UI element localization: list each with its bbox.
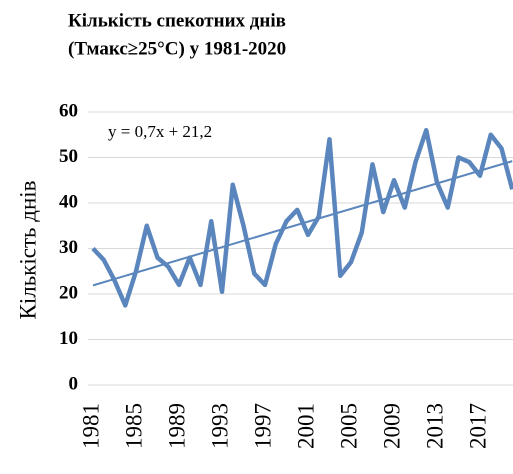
trend-label: y = 0,7x + 21,2: [108, 122, 212, 141]
x-tick-label: 2009: [379, 403, 404, 449]
chart-title: (Тмакс≥25°C) у 1981-2020: [68, 38, 286, 59]
y-tick-label: 10: [59, 328, 78, 349]
x-tick-label: 2017: [465, 403, 490, 449]
x-tick-label: 2001: [293, 403, 318, 449]
y-axis-label: Кількість днів: [15, 180, 40, 319]
trend-line: [92, 160, 513, 287]
y-tick-label: 30: [59, 237, 78, 258]
x-tick-label: 2005: [336, 403, 361, 449]
x-tick-label: 1997: [250, 403, 275, 449]
x-tick-label: 1993: [207, 403, 232, 449]
x-tick-label: 1985: [121, 403, 146, 449]
y-tick-label: 60: [59, 100, 78, 121]
data-line: [91, 127, 513, 308]
y-tick-label: 40: [59, 191, 78, 212]
x-tick-label: 1989: [164, 403, 189, 449]
y-tick-label: 0: [69, 373, 79, 394]
x-tick-label: 1981: [78, 403, 103, 449]
y-tick-label: 50: [59, 146, 78, 167]
x-tick-label: 2013: [422, 403, 447, 449]
y-tick-label: 20: [59, 282, 78, 303]
chart-title: Кількість спекотних днів: [68, 10, 286, 31]
